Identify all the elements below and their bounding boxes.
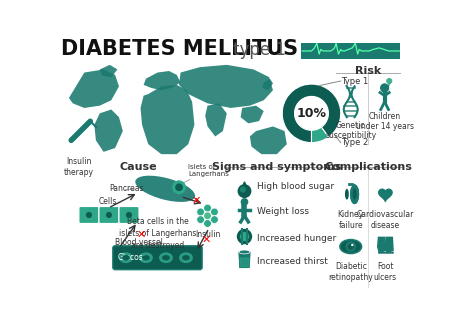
Circle shape [378,252,380,254]
Text: ✕: ✕ [192,195,201,205]
Text: Type 1: Type 1 [342,76,369,85]
Circle shape [172,180,186,194]
Circle shape [204,220,211,227]
Text: Risk: Risk [356,66,382,76]
Circle shape [380,252,382,254]
Text: Signs and symptoms: Signs and symptoms [212,162,342,172]
Circle shape [392,252,394,254]
Circle shape [388,252,390,254]
Circle shape [204,204,211,212]
Polygon shape [240,258,249,267]
Circle shape [238,184,252,198]
Polygon shape [205,103,227,136]
Text: Kidney
failure: Kidney failure [338,210,364,230]
Circle shape [390,252,392,254]
FancyBboxPatch shape [99,206,119,223]
Polygon shape [351,185,359,203]
Ellipse shape [345,189,349,200]
Text: Insulin: Insulin [195,229,220,239]
Text: DIABETES MELLITUS: DIABETES MELLITUS [61,39,298,59]
Text: Blood vessel: Blood vessel [115,238,163,247]
Circle shape [211,216,218,223]
Circle shape [204,212,211,220]
Circle shape [237,229,252,244]
Ellipse shape [239,250,250,254]
Text: ✕: ✕ [202,235,211,245]
Polygon shape [241,182,248,191]
Circle shape [240,187,246,193]
Polygon shape [140,85,194,154]
Polygon shape [262,79,273,90]
FancyBboxPatch shape [301,43,400,59]
Ellipse shape [139,252,153,263]
Polygon shape [179,65,273,108]
Polygon shape [250,126,287,154]
Polygon shape [239,252,250,267]
Text: type 1: type 1 [233,41,286,59]
Ellipse shape [353,189,356,200]
Circle shape [175,184,183,191]
Text: Cause: Cause [119,162,157,172]
Text: Diabetic
retinopathy: Diabetic retinopathy [328,262,373,282]
Polygon shape [351,185,359,203]
Text: Foot
ulcers: Foot ulcers [374,262,397,282]
Polygon shape [94,110,123,152]
FancyBboxPatch shape [119,206,139,223]
Polygon shape [144,71,180,90]
Text: Islets of
Langerhans: Islets of Langerhans [188,164,229,177]
Ellipse shape [135,176,195,202]
Circle shape [386,252,388,254]
Ellipse shape [179,252,193,263]
Ellipse shape [182,255,190,260]
Text: Genetic
susceptibility: Genetic susceptibility [325,121,376,140]
Ellipse shape [122,255,130,260]
Circle shape [106,212,112,218]
Ellipse shape [159,252,173,263]
Polygon shape [379,189,392,201]
Circle shape [382,252,384,254]
Polygon shape [69,69,119,108]
Text: Pancreas: Pancreas [110,184,144,193]
Circle shape [386,78,392,84]
Circle shape [197,208,204,216]
Text: Insulin
therapy: Insulin therapy [64,157,94,177]
Polygon shape [385,237,393,253]
Wedge shape [282,84,341,143]
Text: ✕: ✕ [137,230,146,240]
Text: Glucose: Glucose [117,253,148,262]
Wedge shape [311,127,328,143]
Polygon shape [100,65,117,77]
Text: High blood sugar: High blood sugar [257,182,334,191]
Circle shape [345,241,356,252]
Circle shape [126,212,132,218]
Circle shape [384,252,386,254]
Ellipse shape [142,255,150,260]
Polygon shape [241,106,264,123]
Circle shape [351,244,353,246]
Text: Weight loss: Weight loss [257,207,309,216]
Circle shape [197,216,204,223]
FancyBboxPatch shape [113,246,202,270]
FancyBboxPatch shape [79,206,99,223]
Circle shape [86,212,92,218]
Text: Beta cells in the
islets of Langerhans
are destroyed: Beta cells in the islets of Langerhans a… [119,217,196,250]
Ellipse shape [119,252,133,263]
Polygon shape [378,237,385,253]
Circle shape [348,244,354,250]
Text: Type 2: Type 2 [342,138,369,147]
Text: Complications: Complications [324,162,412,172]
Text: Children
under 14 years: Children under 14 years [356,112,414,131]
Circle shape [240,232,249,241]
Circle shape [241,198,248,206]
Text: Cells: Cells [99,197,117,206]
Circle shape [211,208,218,216]
Circle shape [380,83,389,92]
Ellipse shape [340,240,361,254]
Text: Increased hunger: Increased hunger [257,233,336,243]
Text: Increased thirst: Increased thirst [257,257,328,266]
Text: Cardiovascular
disease: Cardiovascular disease [357,210,414,230]
Ellipse shape [162,255,170,260]
Text: 10%: 10% [297,107,327,120]
